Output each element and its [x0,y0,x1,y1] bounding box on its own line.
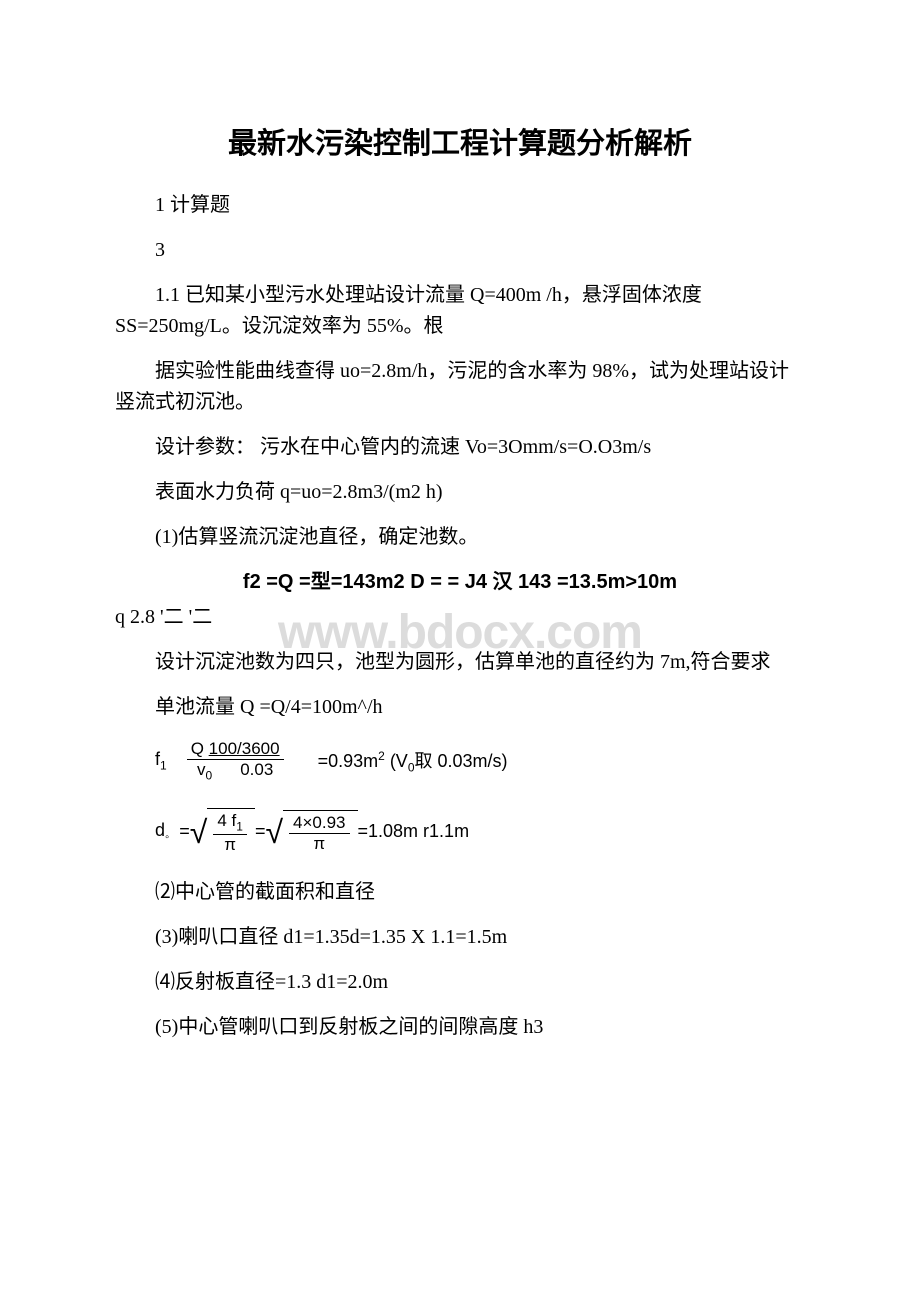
paragraph-11: 单池流量 Q =Q/4=100m^/h [115,692,805,723]
d-var: d◦ [155,820,169,844]
eq2: = [255,821,266,842]
eq1: = [179,821,190,842]
paragraph-3: 1.1 已知某小型污水处理站设计流量 Q=400m /h，悬浮固体浓度 SS=2… [115,280,805,342]
formula-d: d◦ = √ 4 f1 π = √ 4×0.93 π =1.08m r1.1m [155,808,805,854]
sqrt-1: √ 4 f1 π [190,808,255,854]
paragraph-6: 表面水力负荷 q=uo=2.8m3/(m2 h) [115,477,805,508]
paragraph-5: 设计参数： 污水在中心管内的流速 Vo=3Omm/s=O.O3m/s [115,432,805,463]
sqrt-2: √ 4×0.93 π [265,810,357,854]
paragraph-9: q 2.8 '二 '二 [115,602,805,633]
formula-f1: f1 Q 100/3600 v00.03 =0.93m2 (V0取 0.03m/… [155,739,805,782]
paragraph-1: 1 计算题 [115,190,805,221]
f1-var: f1 [155,749,167,773]
f1-fraction: Q 100/3600 v00.03 [187,739,284,782]
d-result: =1.08m r1.1m [358,821,470,842]
paragraph-7: (1)估算竖流沉淀池直径，确定池数。 [115,522,805,553]
document-title: 最新水污染控制工程计算题分析解析 [115,120,805,162]
f1-result: =0.93m2 (V0取 0.03m/s) [318,747,508,775]
paragraph-12: ⑵中心管的截面积和直径 [115,877,805,908]
paragraph-4: 据实验性能曲线查得 uo=2.8m/h，污泥的含水率为 98%，试为处理站设计竖… [115,356,805,418]
paragraph-8-bold: f2 =Q =型=143m2 D = = J4 汉 143 =13.5m>10m [115,567,805,598]
paragraph-10: 设计沉淀池数为四只，池型为圆形，估算单池的直径约为 7m,符合要求 [115,647,805,678]
paragraph-2: 3 [115,235,805,266]
document-content: 最新水污染控制工程计算题分析解析 1 计算题 3 1.1 已知某小型污水处理站设… [115,120,805,1043]
paragraph-15: (5)中心管喇叭口到反射板之间的间隙高度 h3 [115,1012,805,1043]
paragraph-14: ⑷反射板直径=1.3 d1=2.0m [115,967,805,998]
paragraph-13: (3)喇叭口直径 d1=1.35d=1.35 X 1.1=1.5m [115,922,805,953]
